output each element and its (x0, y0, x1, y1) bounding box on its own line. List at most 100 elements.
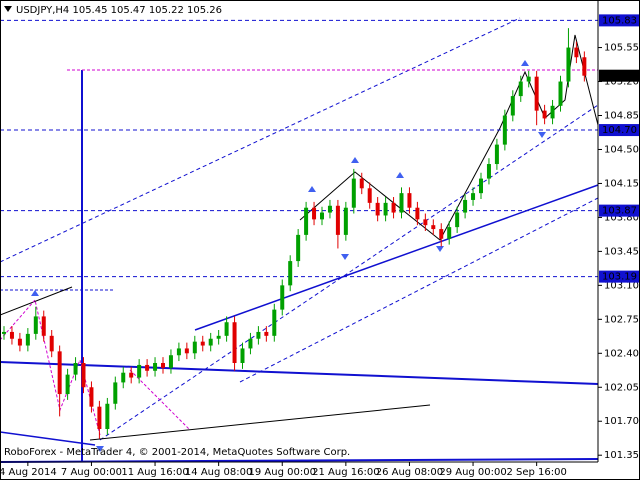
candle-body (256, 331, 261, 339)
candle-body (391, 202, 396, 213)
y-tick-label: 103.45 (604, 246, 639, 257)
candle-body (73, 363, 78, 375)
plot (0, 19, 598, 439)
fractal-down (436, 246, 444, 252)
candle-body (49, 335, 54, 352)
x-tick-label: 7 Aug 00:00 (61, 467, 122, 478)
candle-body (272, 309, 277, 336)
fractal-up (396, 172, 404, 178)
y-tick-label: 104.50 (604, 144, 639, 155)
candle-body (296, 234, 301, 262)
candle-body (232, 322, 237, 363)
fractal-down (538, 132, 546, 138)
y-tick-label: 103.80 (604, 212, 639, 223)
candle-body (192, 341, 197, 354)
fractal-up (351, 157, 359, 163)
x-tick-label: 19 Aug 00:00 (249, 467, 316, 478)
y-tick-label: 102.40 (604, 348, 639, 359)
candle-body (542, 110, 547, 119)
y-tick-label: 101.35 (604, 450, 639, 461)
candle-body (351, 178, 356, 208)
candle-body (423, 219, 428, 226)
channel-line (129, 369, 191, 431)
wave-path (299, 34, 599, 241)
candle-body (200, 341, 205, 346)
candle-body (176, 348, 181, 356)
candle-body (9, 331, 14, 339)
candle-body (129, 372, 134, 378)
candle-body (471, 193, 476, 200)
candle-body (264, 331, 269, 336)
candle-body (407, 193, 412, 208)
candle-body (184, 348, 189, 354)
title-icon (4, 6, 12, 12)
candle-body (534, 76, 539, 111)
fractal-up (308, 186, 316, 192)
candle-body (97, 406, 102, 429)
candle-body (312, 207, 317, 220)
x-tick-label: 26 Aug 08:00 (376, 467, 443, 478)
y-tick-label: 102.75 (604, 314, 639, 325)
candle-body (375, 202, 380, 216)
candle-body (502, 115, 507, 145)
y-tick-label: 105.20 (604, 77, 639, 88)
candle-body (17, 338, 22, 346)
candle-body (216, 335, 221, 339)
candle-body (161, 363, 165, 368)
y-tick-label: 102.05 (604, 382, 639, 393)
x-tick-label: 11 Aug 16:00 (121, 467, 188, 478)
trend-line (194, 184, 599, 331)
candle-body (2, 331, 6, 334)
y-tick-label: 103.10 (604, 280, 639, 291)
y-tick-label: 104.85 (604, 111, 639, 122)
x-tick-label: 14 Aug 08:00 (185, 467, 252, 478)
candle-body (288, 261, 293, 286)
candle-body (105, 403, 110, 429)
candle-body (224, 322, 229, 336)
candle-body (113, 382, 118, 404)
candle-body (137, 364, 142, 378)
candle-body (57, 351, 62, 395)
fractal-up (31, 290, 39, 296)
candle-body (566, 47, 571, 82)
candle-body (343, 207, 348, 235)
x-tick-label: 4 Aug 2014 (0, 467, 57, 478)
level-label: 103.19 (602, 272, 637, 283)
candle-body (121, 372, 126, 383)
candle-body (494, 144, 499, 165)
candle-body (33, 316, 38, 334)
fractal-down (96, 446, 104, 452)
candle-body (431, 225, 436, 230)
channel-line (0, 17, 521, 263)
chart-title: USDJPY,H4 105.45 105.47 105.22 105.26 (16, 5, 222, 16)
level-label: 103.87 (602, 206, 637, 217)
candle-body (447, 227, 452, 239)
candle-body (335, 205, 340, 235)
x-tick-label: 29 Aug 00:00 (439, 467, 506, 478)
candle-body (526, 76, 531, 82)
candle-body (359, 178, 364, 189)
candle-body (208, 338, 213, 346)
level-label-box (599, 14, 639, 27)
candle-body (304, 207, 309, 235)
candle-body (463, 199, 468, 213)
trend-line-black (89, 404, 431, 441)
candle-body (327, 205, 332, 213)
candle-body (320, 212, 324, 220)
x-tick-label: 2 Sep 16:00 (506, 467, 566, 478)
fractal-up (521, 60, 529, 66)
fractal-arrows (31, 60, 546, 452)
y-tick-label: 101.70 (604, 416, 639, 427)
candle-body (550, 105, 555, 119)
current-price-label: 105.26 (602, 71, 637, 82)
candle-body (153, 363, 158, 371)
fractal-down (341, 254, 349, 260)
level-label-box (599, 270, 639, 283)
candle-body (145, 364, 150, 371)
candle-body (248, 338, 253, 349)
candle-body (486, 164, 491, 179)
candle-body (574, 47, 579, 58)
candle-body (280, 285, 285, 310)
channel-line (99, 104, 599, 441)
